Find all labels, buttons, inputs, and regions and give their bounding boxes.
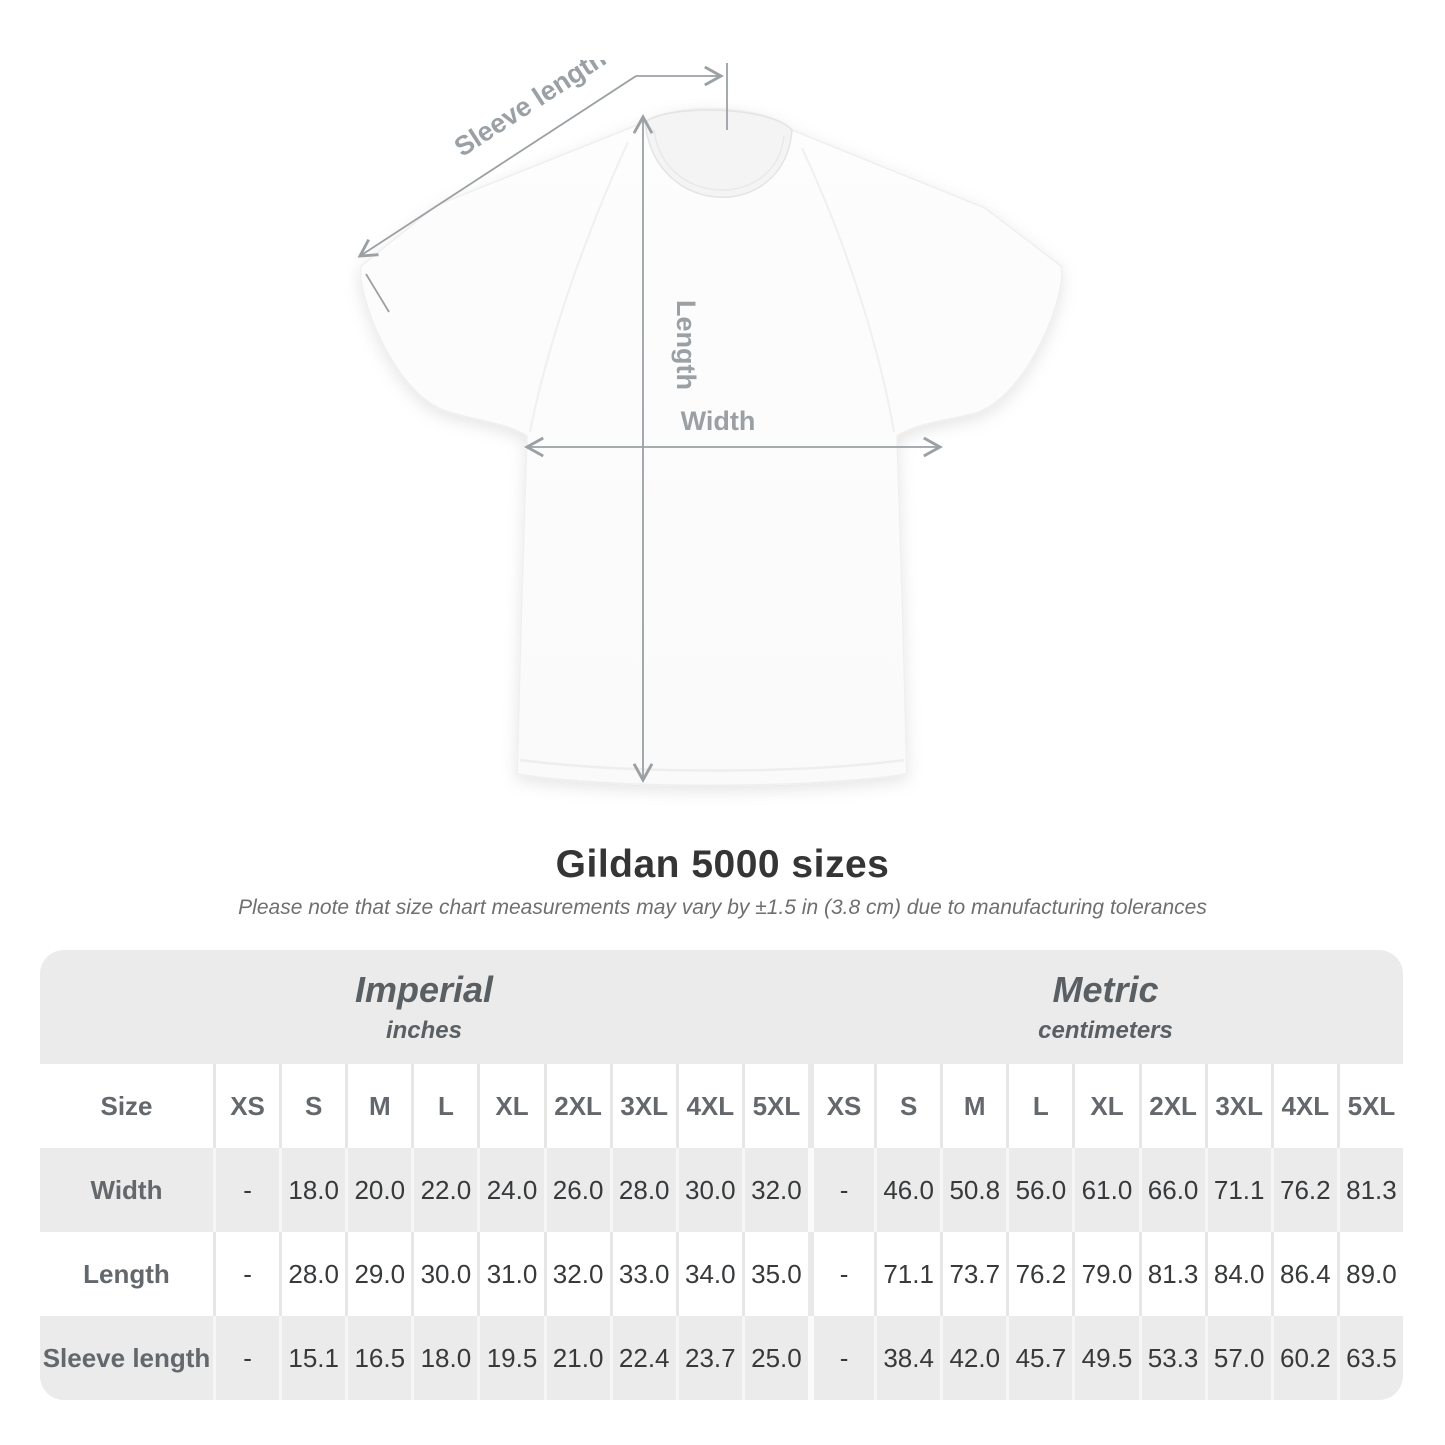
table-cell: - <box>213 1316 280 1400</box>
size-col-header: 4XL <box>1270 1064 1337 1148</box>
size-col-header: S <box>874 1064 941 1148</box>
table-cell: 38.4 <box>874 1316 941 1400</box>
table-cell: 50.8 <box>940 1148 1007 1232</box>
table-cell: 76.2 <box>1006 1232 1073 1316</box>
table-cell: 22.0 <box>411 1148 478 1232</box>
size-header-row: Size XS S M L XL 2XL 3XL 4XL 5XL XS S M … <box>40 1064 1403 1148</box>
sleeve-length-row: Sleeve length - 15.1 16.5 18.0 19.5 21.0… <box>40 1316 1403 1400</box>
table-cell: 61.0 <box>1072 1148 1139 1232</box>
table-cell: 73.7 <box>940 1232 1007 1316</box>
size-col-header: 3XL <box>609 1064 676 1148</box>
table-cell: 30.0 <box>675 1148 742 1232</box>
size-col-header: XL <box>477 1064 544 1148</box>
table-cell: 18.0 <box>279 1148 346 1232</box>
table-cell: 49.5 <box>1072 1316 1139 1400</box>
tshirt-collar <box>644 109 793 198</box>
metric-group-header: Metric centimeters <box>807 950 1403 1064</box>
width-row: Width - 18.0 20.0 22.0 24.0 26.0 28.0 30… <box>40 1148 1403 1232</box>
table-cell: 20.0 <box>345 1148 412 1232</box>
size-col-header: 5XL <box>1336 1064 1403 1148</box>
sleeve-end-tick <box>365 273 390 313</box>
table-cell: 76.2 <box>1270 1148 1337 1232</box>
table-cell: 63.5 <box>1336 1316 1403 1400</box>
table-cell: 66.0 <box>1138 1148 1205 1232</box>
table-cell: 19.5 <box>477 1316 544 1400</box>
size-col-header: XS <box>807 1064 875 1148</box>
imperial-group-header: Imperial inches <box>40 950 808 1064</box>
size-col-header: 4XL <box>675 1064 742 1148</box>
size-table: Imperial inches Metric centimeters Size … <box>40 950 1403 1400</box>
table-cell: 57.0 <box>1204 1316 1271 1400</box>
size-col-header: 3XL <box>1204 1064 1271 1148</box>
length-row: Length - 28.0 29.0 30.0 31.0 32.0 33.0 3… <box>40 1232 1403 1316</box>
imperial-label: Imperial <box>354 969 494 1011</box>
table-cell: 45.7 <box>1006 1316 1073 1400</box>
table-cell: 81.3 <box>1336 1148 1403 1232</box>
table-cell: 29.0 <box>345 1232 412 1316</box>
table-cell: 31.0 <box>477 1232 544 1316</box>
size-table-container: Imperial inches Metric centimeters Size … <box>40 950 1403 1400</box>
table-cell: 89.0 <box>1336 1232 1403 1316</box>
row-label: Length <box>40 1232 213 1316</box>
table-cell: 15.1 <box>279 1316 346 1400</box>
length-label: Length <box>671 300 701 390</box>
row-label: Sleeve length <box>40 1316 213 1400</box>
size-col-header: XS <box>213 1064 280 1148</box>
size-col-header: S <box>279 1064 346 1148</box>
width-label: Width <box>681 406 756 436</box>
size-col-header: 2XL <box>543 1064 610 1148</box>
size-col-header: 5XL <box>741 1064 808 1148</box>
table-cell: - <box>807 1232 875 1316</box>
table-cell: 42.0 <box>940 1316 1007 1400</box>
size-col-header: 2XL <box>1138 1064 1205 1148</box>
table-cell: 28.0 <box>609 1148 676 1232</box>
sleeve-diagonal-arrow <box>357 75 637 258</box>
table-cell: 46.0 <box>874 1148 941 1232</box>
metric-label: Metric <box>1052 969 1159 1011</box>
table-cell: - <box>807 1148 875 1232</box>
table-cell: 33.0 <box>609 1232 676 1316</box>
table-cell: 34.0 <box>675 1232 742 1316</box>
table-cell: 71.1 <box>874 1232 941 1316</box>
size-col-header: XL <box>1072 1064 1139 1148</box>
table-cell: 56.0 <box>1006 1148 1073 1232</box>
metric-unit: centimeters <box>1038 1016 1173 1044</box>
tshirt-measurement-diagram: Sleeve length Length Width <box>330 42 1090 820</box>
table-cell: 60.2 <box>1270 1316 1337 1400</box>
table-cell: 84.0 <box>1204 1232 1271 1316</box>
table-cell: 32.0 <box>543 1232 610 1316</box>
unit-group-row: Imperial inches Metric centimeters <box>40 950 1403 1064</box>
size-col-header: M <box>940 1064 1007 1148</box>
imperial-unit: inches <box>385 1016 462 1044</box>
table-cell: 71.1 <box>1204 1148 1271 1232</box>
page-title: Gildan 5000 sizes <box>555 843 890 886</box>
tshirt-diagram-svg: Sleeve length Length Width <box>357 42 1063 786</box>
table-cell: 28.0 <box>279 1232 346 1316</box>
table-cell: 79.0 <box>1072 1232 1139 1316</box>
table-cell: 21.0 <box>543 1316 610 1400</box>
table-cell: - <box>213 1148 280 1232</box>
table-cell: 22.4 <box>609 1316 676 1400</box>
table-cell: 35.0 <box>741 1232 808 1316</box>
tolerance-note: Please note that size chart measurements… <box>238 896 1207 919</box>
size-col-header: L <box>1006 1064 1073 1148</box>
table-cell: 24.0 <box>477 1148 544 1232</box>
table-cell: - <box>213 1232 280 1316</box>
size-col-header: L <box>411 1064 478 1148</box>
table-cell: 86.4 <box>1270 1232 1337 1316</box>
size-header: Size <box>40 1064 213 1148</box>
table-cell: 53.3 <box>1138 1316 1205 1400</box>
size-col-header: M <box>345 1064 412 1148</box>
table-cell: 16.5 <box>345 1316 412 1400</box>
table-cell: 23.7 <box>675 1316 742 1400</box>
row-label: Width <box>40 1148 213 1232</box>
table-cell: 26.0 <box>543 1148 610 1232</box>
measurement-lines <box>357 63 943 783</box>
table-cell: 25.0 <box>741 1316 808 1400</box>
table-cell: 32.0 <box>741 1148 808 1232</box>
table-cell: - <box>807 1316 875 1400</box>
table-cell: 18.0 <box>411 1316 478 1400</box>
table-cell: 81.3 <box>1138 1232 1205 1316</box>
table-cell: 30.0 <box>411 1232 478 1316</box>
